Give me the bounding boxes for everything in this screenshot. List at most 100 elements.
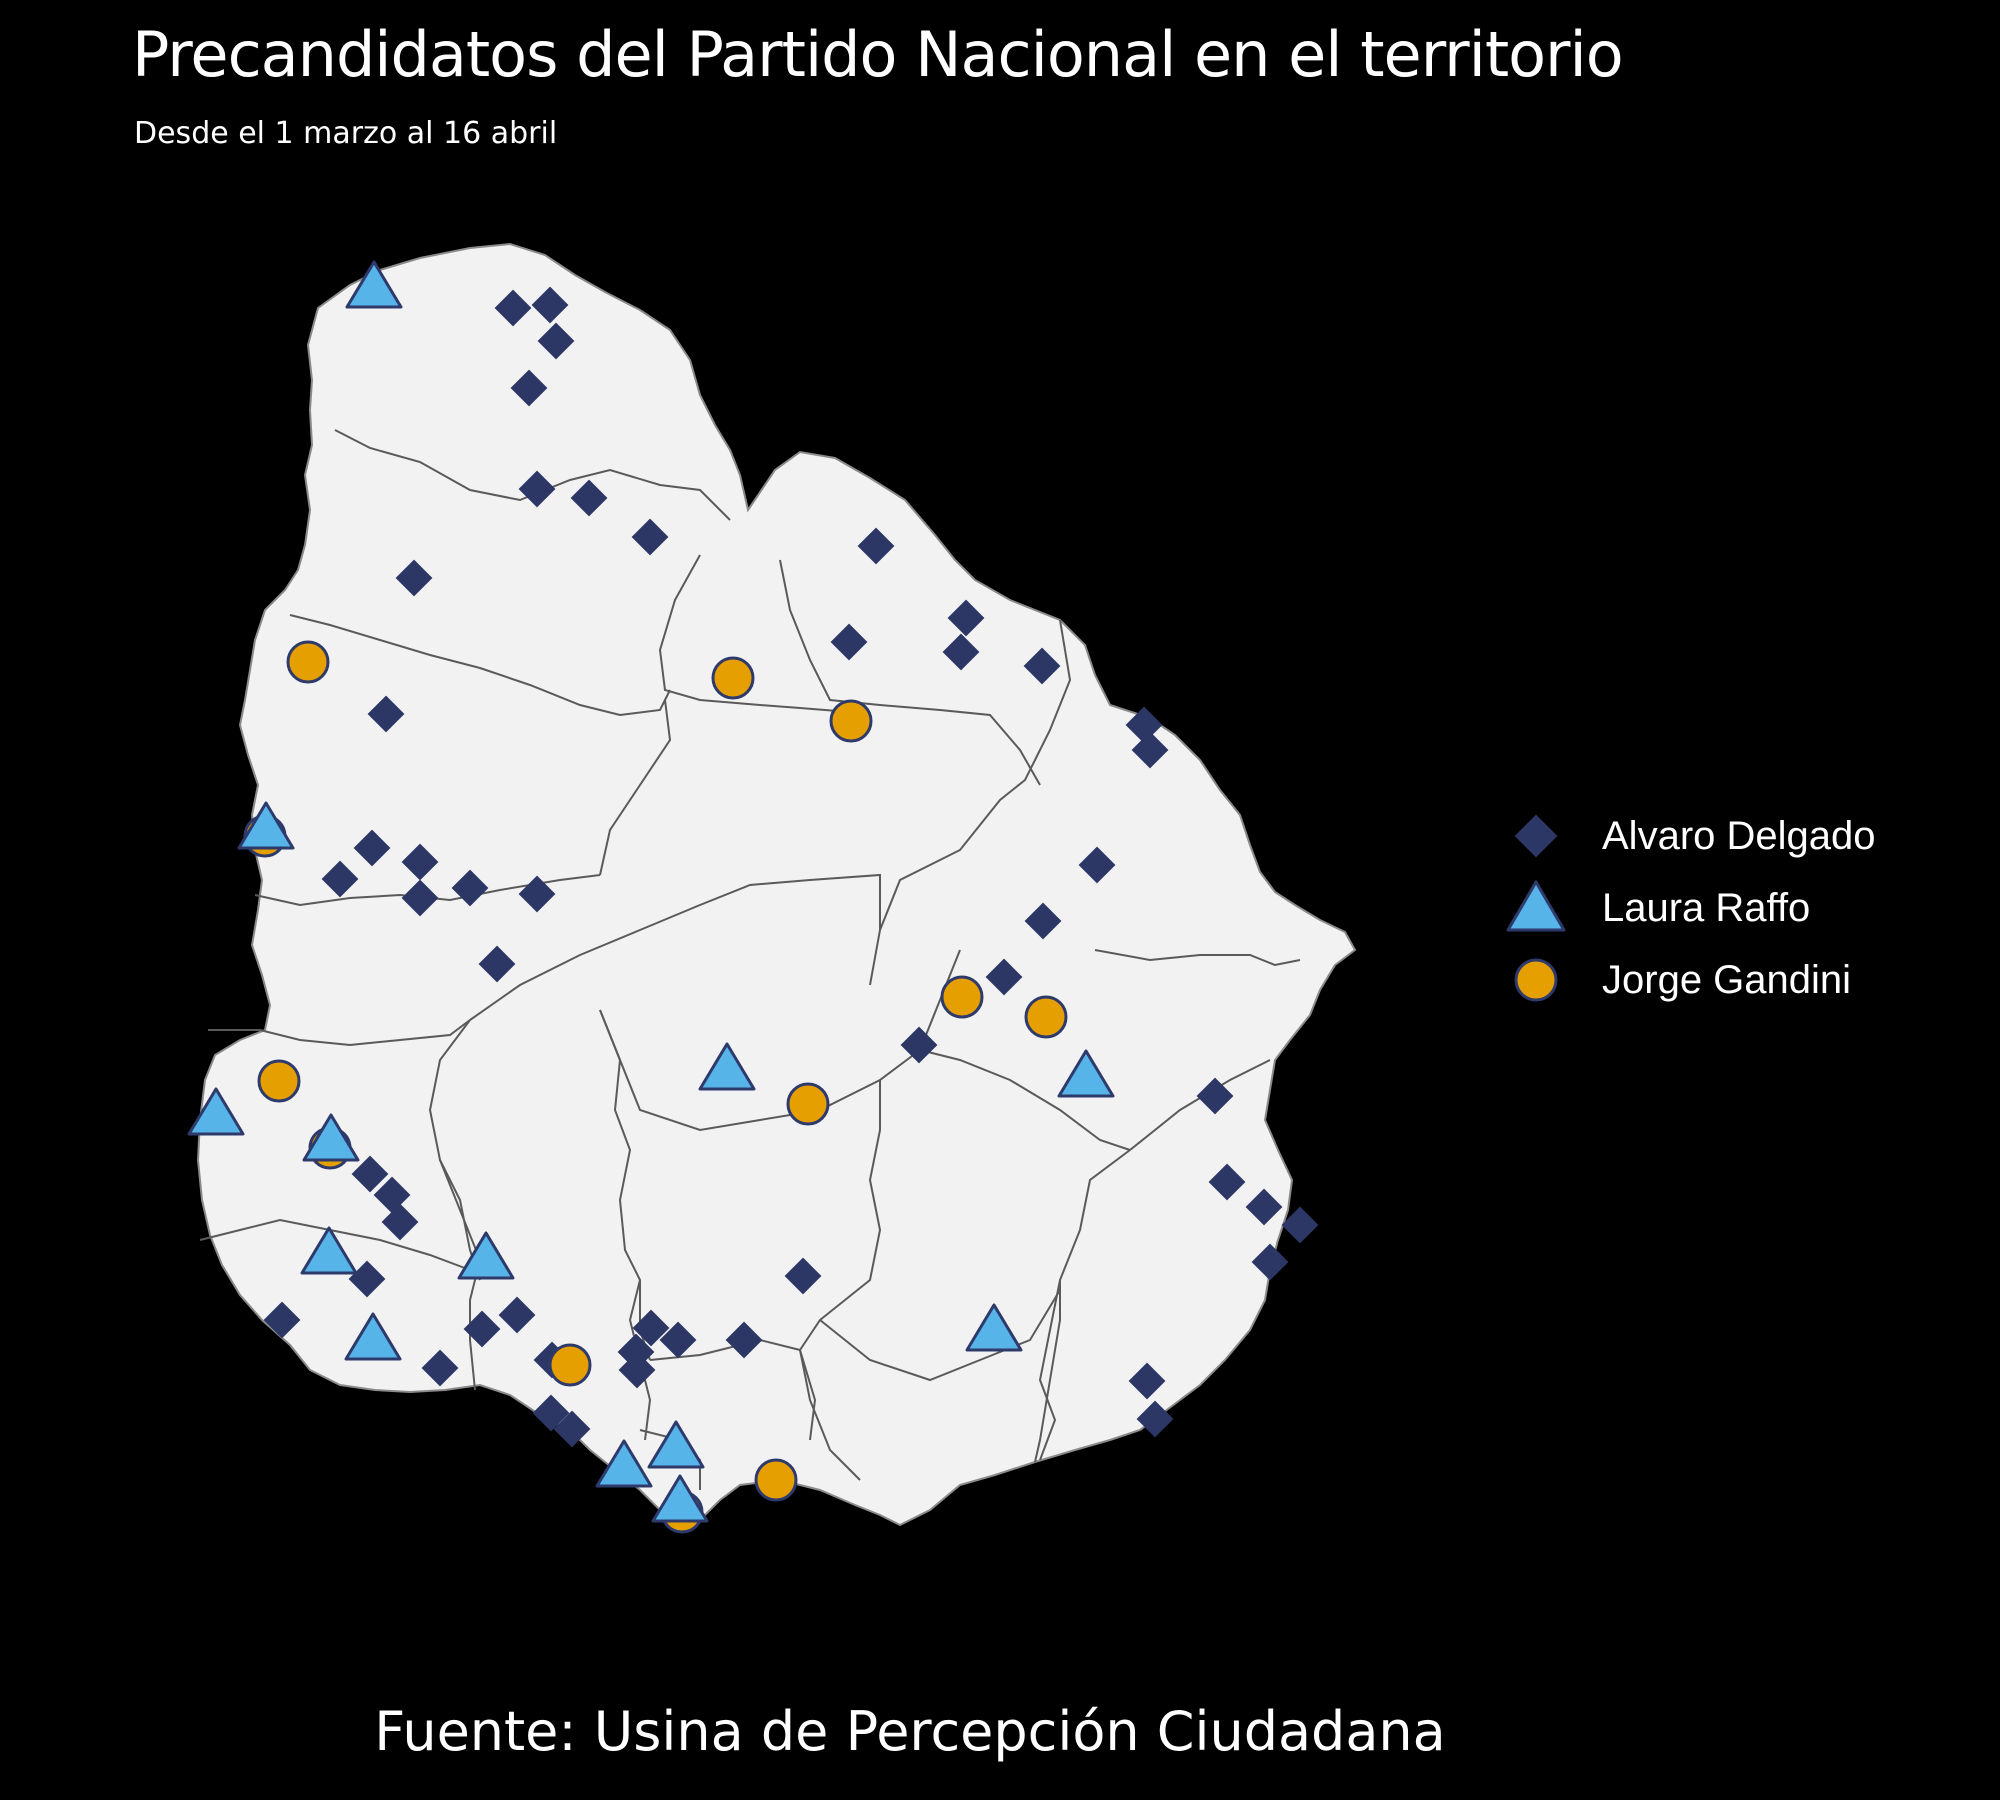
gandini-point	[754, 1458, 798, 1502]
legend: Alvaro Delgado Laura Raffo Jorge Gandini	[1500, 800, 1920, 1016]
gandini-point	[286, 640, 330, 684]
delgado-point	[1078, 846, 1116, 884]
border-treintaytres-east	[1094, 949, 1301, 967]
delgado-point	[1208, 1163, 1246, 1201]
delgado-point	[1131, 731, 1169, 769]
delgado-point	[351, 1155, 389, 1193]
delgado-point	[478, 945, 516, 983]
border-rivera-tacuarembo-east	[779, 559, 1041, 786]
border-lavalleja-treintaytres	[1038, 1149, 1131, 1461]
country-shape	[196, 242, 1357, 1527]
source-caption: Fuente: Usina de Percepción Ciudadana	[374, 1700, 1446, 1763]
delgado-point	[537, 322, 575, 360]
border-rocha-maldonado	[1034, 1280, 1061, 1463]
delgado-point	[518, 470, 556, 508]
delgado-point	[401, 879, 439, 917]
legend-item-jorge-gandini: Jorge Gandini	[1500, 944, 1920, 1016]
delgado-point	[553, 1410, 591, 1448]
border-rivera-tacuarembo	[658, 554, 851, 713]
border-tacuarembo-cerrolargo	[869, 619, 1072, 986]
border-colonia-sanjose	[439, 1159, 482, 1391]
gandini-point	[711, 656, 755, 700]
delgado-point	[381, 1203, 419, 1241]
delgado-point	[1023, 647, 1061, 685]
raffo-point	[965, 1303, 1023, 1352]
raffo-point	[300, 1226, 358, 1275]
page-subtitle: Desde el 1 marzo al 16 abril	[134, 116, 558, 151]
delgado-point	[632, 1309, 670, 1347]
delgado-point	[401, 843, 439, 881]
border-durazno-north	[469, 873, 881, 1021]
delgado-point	[1196, 1077, 1234, 1115]
raffo-point	[345, 260, 403, 309]
delgado-point	[1024, 902, 1062, 940]
delgado-point	[451, 869, 489, 907]
border-durazno-florida	[599, 1009, 651, 1361]
raffo-point	[698, 1042, 756, 1091]
delgado-point	[900, 1026, 938, 1064]
legend-label-laura-raffo: Laura Raffo	[1602, 886, 1811, 930]
delgado-point	[532, 1394, 570, 1432]
delgado-point	[421, 1349, 459, 1387]
gandini-point	[548, 1343, 592, 1387]
delgado-point	[659, 1321, 697, 1359]
series-laura-raffo	[187, 260, 1115, 1523]
delgado-point	[1245, 1188, 1283, 1226]
border-florida-lavalleja	[798, 1080, 882, 1441]
gandini-point	[940, 975, 984, 1019]
delgado-point	[518, 875, 556, 913]
delgado-point	[784, 1257, 822, 1295]
gandini-point	[1024, 995, 1068, 1039]
delgado-point	[353, 829, 391, 867]
delgado-point	[725, 1321, 763, 1359]
raffo-point	[647, 1420, 705, 1469]
delgado-point	[1128, 1362, 1166, 1400]
raffo-point	[344, 1312, 402, 1361]
delgado-point	[531, 286, 569, 324]
delgado-point	[947, 599, 985, 637]
border-canelones-east	[799, 1349, 861, 1481]
legend-item-laura-raffo: Laura Raffo	[1500, 872, 1920, 944]
border-canelones-florida	[649, 1338, 801, 1361]
border-rionegro-soriano	[208, 1019, 471, 1047]
border-cerrolargo-treintaytres	[919, 1049, 1131, 1151]
circle-icon	[1514, 958, 1558, 1002]
triangle-icon	[1506, 880, 1566, 932]
raffo-point	[237, 801, 295, 850]
delgado-point	[498, 1296, 536, 1334]
legend-item-alvaro-delgado: Alvaro Delgado	[1500, 800, 1920, 872]
delgado-point	[321, 860, 359, 898]
border-lavalleja-maldonado	[819, 1289, 1061, 1382]
delgado-point	[985, 958, 1023, 996]
raffo-point	[651, 1474, 709, 1523]
gandini-point	[829, 699, 873, 743]
delgado-point	[263, 1301, 301, 1339]
delgado-point	[830, 623, 868, 661]
raffo-point	[595, 1439, 653, 1488]
series-alvaro-delgado	[263, 286, 1319, 1448]
diamond-icon	[1514, 814, 1558, 858]
delgado-point	[618, 1351, 656, 1389]
delgado-point	[857, 527, 895, 565]
delgado-point	[631, 518, 669, 556]
gandini-point	[786, 1082, 830, 1126]
raffo-point	[1057, 1049, 1115, 1098]
delgado-point	[1136, 1400, 1174, 1438]
delgado-point	[570, 479, 608, 517]
raffo-point	[457, 1231, 515, 1280]
border-salto-paysandu	[289, 614, 671, 717]
delgado-point	[1251, 1243, 1289, 1281]
raffo-point	[187, 1087, 245, 1136]
delgado-point	[942, 633, 980, 671]
delgado-point	[1281, 1206, 1319, 1244]
page-title: Precandidatos del Partido Nacional en el…	[132, 18, 1624, 91]
legend-label-jorge-gandini: Jorge Gandini	[1602, 958, 1852, 1002]
gandini-point	[257, 1059, 301, 1103]
delgado-point	[367, 695, 405, 733]
delgado-point	[463, 1310, 501, 1348]
delgado-point	[395, 559, 433, 597]
raffo-point	[302, 1113, 360, 1162]
border-tacuarembo-durazno	[599, 699, 672, 876]
delgado-point	[494, 289, 532, 327]
